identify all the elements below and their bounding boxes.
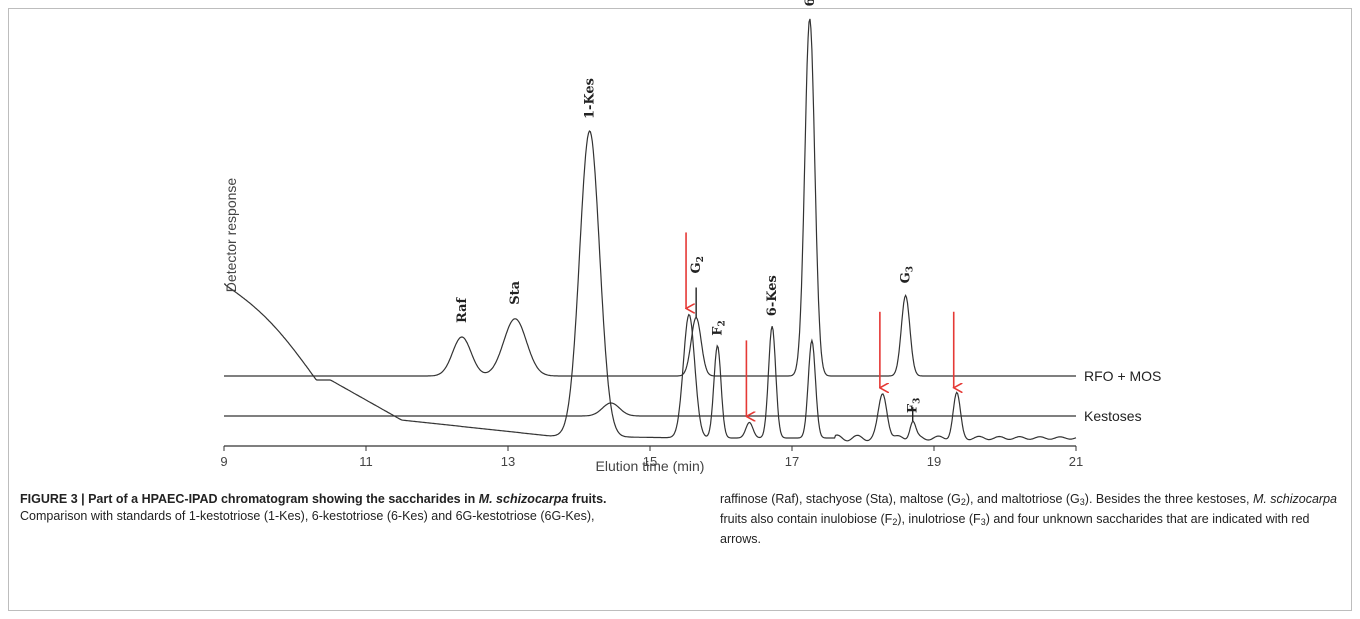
caption-title-end: fruits. bbox=[568, 492, 607, 506]
trace-rfo-mos bbox=[224, 18, 1076, 377]
caption-sub: 3 bbox=[980, 517, 986, 527]
trace-fruit bbox=[224, 130, 1077, 442]
figure-frame bbox=[8, 8, 1352, 611]
caption-column-right: raffinose (Raf), stachyose (Sta), maltos… bbox=[720, 491, 1350, 548]
peak-label: F3 bbox=[906, 398, 923, 414]
caption-text-1: Comparison with standards of 1-kestotrio… bbox=[20, 509, 595, 523]
y-axis-title: Detector response bbox=[223, 178, 239, 293]
caption-text-2f: ) and four unknown saccharides that are … bbox=[720, 512, 1310, 546]
peak-label: 6-G-Kes bbox=[803, 0, 818, 7]
trace-name-label: RFO + MOS bbox=[1084, 368, 1161, 384]
caption-title: FIGURE 3 | Part of a HPAEC-IPAD chromato… bbox=[20, 492, 479, 506]
peak-label: Raf bbox=[455, 296, 470, 323]
peak-label: G3 bbox=[899, 266, 916, 283]
peak-label: F2 bbox=[710, 320, 727, 336]
caption-text-2e: ), inulotriose (F bbox=[897, 512, 981, 526]
trace-kestoses bbox=[224, 402, 1076, 417]
caption-sub: 2 bbox=[892, 517, 898, 527]
x-tick-label: 15 bbox=[643, 454, 657, 469]
caption-text-2b: ), and maltotriose (G bbox=[965, 492, 1080, 506]
caption-species: M. schizocarpa bbox=[1252, 492, 1337, 506]
x-tick-label: 21 bbox=[1069, 454, 1083, 469]
peak-label: 1-Kes bbox=[583, 78, 598, 119]
peak-label: G2 bbox=[689, 256, 706, 273]
x-tick-label: 11 bbox=[359, 454, 373, 469]
caption-column-left: FIGURE 3 | Part of a HPAEC-IPAD chromato… bbox=[20, 491, 640, 525]
x-tick-label: 9 bbox=[220, 454, 227, 469]
x-tick-label: 19 bbox=[927, 454, 941, 469]
caption-text-2c: ). Besides the three kestoses, bbox=[1084, 492, 1253, 506]
caption-sub: 3 bbox=[1079, 497, 1085, 507]
caption-text-2d: fruits also contain inulobiose (F bbox=[720, 512, 893, 526]
peak-label: 6-Kes bbox=[765, 275, 780, 316]
x-tick-label: 13 bbox=[501, 454, 515, 469]
chromatogram-chart: 9 11 13 15 17 19 21 RFO + MOS Kestoses Raf Sta G2 6… bbox=[220, 0, 1161, 474]
peak-label: Sta bbox=[508, 280, 523, 304]
caption-title-species: M. schizocarpa bbox=[478, 492, 569, 506]
trace-name-label: Kestoses bbox=[1084, 408, 1142, 424]
caption-sub: 2 bbox=[960, 497, 966, 507]
x-tick-label: 17 bbox=[785, 454, 799, 469]
caption-text-2a: raffinose (Raf), stachyose (Sta), maltos… bbox=[720, 492, 961, 506]
x-axis-title: Elution time (min) bbox=[596, 458, 705, 474]
